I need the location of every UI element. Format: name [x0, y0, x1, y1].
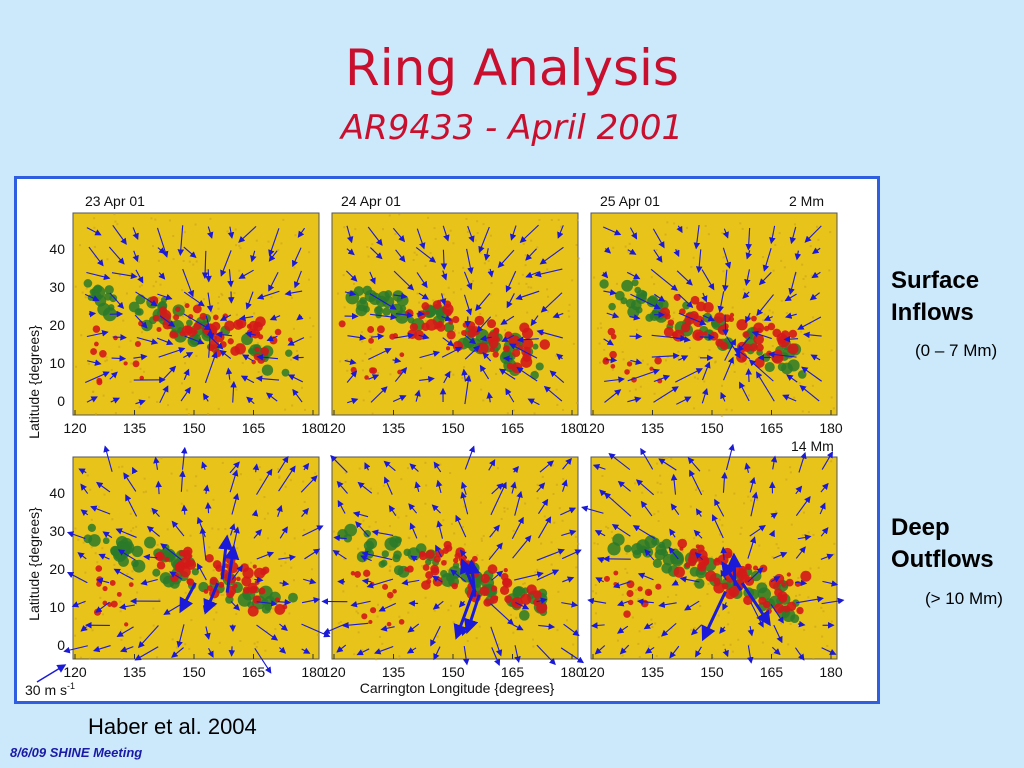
x-tick-label: 165 — [501, 420, 525, 436]
x-tick-label: 180 — [301, 420, 325, 436]
x-tick-label: 150 — [182, 420, 206, 436]
slide-title: Ring Analysis — [345, 39, 679, 97]
x-tick-label: 180 — [819, 664, 843, 680]
flow-panel-r1-c3: 120 135 150 165 180 — [581, 212, 843, 436]
x-tick-label: 165 — [760, 664, 784, 680]
x-tick-label: 150 — [700, 420, 724, 436]
scale-arrow — [36, 664, 67, 683]
y-tick-label: 0 — [57, 637, 65, 653]
x-tick-label: 135 — [641, 664, 665, 680]
y-tick-label: 20 — [49, 317, 65, 333]
flow-panel-r1-c2: 120 135 150 165 180 — [322, 212, 584, 436]
deep-depth-range: (> 10 Mm) — [925, 589, 1003, 608]
x-tick-label: 120 — [322, 664, 346, 680]
row1-depth-label: 2 Mm — [789, 193, 824, 209]
flow-panel-r2-c1: 120 135 150 165 180 — [63, 445, 331, 680]
x-tick-label: 135 — [382, 664, 406, 680]
x-tick-label: 120 — [581, 420, 605, 436]
y-axis-label-top: Latitude {degrees} — [26, 325, 42, 439]
x-tick-label: 120 — [581, 664, 605, 680]
x-tick-label: 165 — [242, 664, 266, 680]
deep-outflows-heading: Deep Outflows — [891, 512, 994, 576]
x-tick-label: 180 — [560, 664, 584, 680]
x-tick-label: 150 — [441, 420, 465, 436]
panel-date-3: 25 Apr 01 — [600, 193, 660, 209]
footer-meeting: 8/6/09 SHINE Meeting — [10, 745, 143, 760]
flow-map-panels: 23 Apr 01 24 Apr 01 25 Apr 01 2 Mm 14 Mm… — [25, 193, 845, 698]
x-tick-label: 180 — [819, 420, 843, 436]
x-tick-label: 165 — [501, 664, 525, 680]
x-tick-label: 120 — [63, 420, 87, 436]
x-axis-label: Carrington Longitude {degrees} — [360, 680, 555, 696]
y-tick-label: 0 — [57, 393, 65, 409]
x-tick-label: 135 — [382, 420, 406, 436]
slide-subtitle: AR9433 - April 2001 — [340, 108, 684, 148]
y-axis-label-bottom: Latitude {degrees} — [26, 507, 42, 621]
y-tick-label: 40 — [49, 241, 65, 257]
scale-label: 30 m s-1 — [25, 681, 75, 698]
flow-panel-r1-c1: 120 135 150 165 180 — [63, 212, 325, 436]
x-tick-label: 180 — [301, 664, 325, 680]
flow-panel-r2-c3: 120 135 150 165 180 — [581, 443, 845, 680]
surface-inflows-heading: Surface Inflows — [891, 265, 979, 329]
flow-map-figure: 23 Apr 01 24 Apr 01 25 Apr 01 2 Mm 14 Mm… — [14, 176, 880, 704]
surface-depth-range: (0 – 7 Mm) — [915, 341, 998, 360]
y-tick-label: 20 — [49, 561, 65, 577]
panel-date-2: 24 Apr 01 — [341, 193, 401, 209]
x-tick-label: 120 — [63, 664, 87, 680]
x-tick-label: 120 — [322, 420, 346, 436]
deep-label: Deep — [891, 514, 950, 541]
row2-depth-label: 14 Mm — [791, 438, 834, 454]
x-tick-label: 165 — [242, 420, 266, 436]
x-tick-label: 135 — [641, 420, 665, 436]
citation: Haber et al. 2004 — [88, 714, 257, 739]
x-tick-label: 135 — [123, 420, 147, 436]
y-tick-label: 10 — [49, 599, 65, 615]
x-tick-label: 165 — [760, 420, 784, 436]
y-tick-label: 30 — [49, 279, 65, 295]
surface-label: Surface — [891, 267, 980, 294]
x-tick-label: 150 — [182, 664, 206, 680]
y-tick-label: 10 — [49, 355, 65, 371]
y-tick-label: 30 — [49, 523, 65, 539]
panel-date-1: 23 Apr 01 — [85, 193, 145, 209]
flow-panel-r2-c2: 120 135 150 165 180 — [321, 445, 585, 680]
x-tick-label: 150 — [700, 664, 724, 680]
x-tick-label: 150 — [441, 664, 465, 680]
y-tick-label: 40 — [49, 485, 65, 501]
x-tick-label: 180 — [560, 420, 584, 436]
outflows-label: Outflows — [891, 546, 994, 573]
inflows-label: Inflows — [891, 299, 974, 326]
x-tick-label: 135 — [123, 664, 147, 680]
